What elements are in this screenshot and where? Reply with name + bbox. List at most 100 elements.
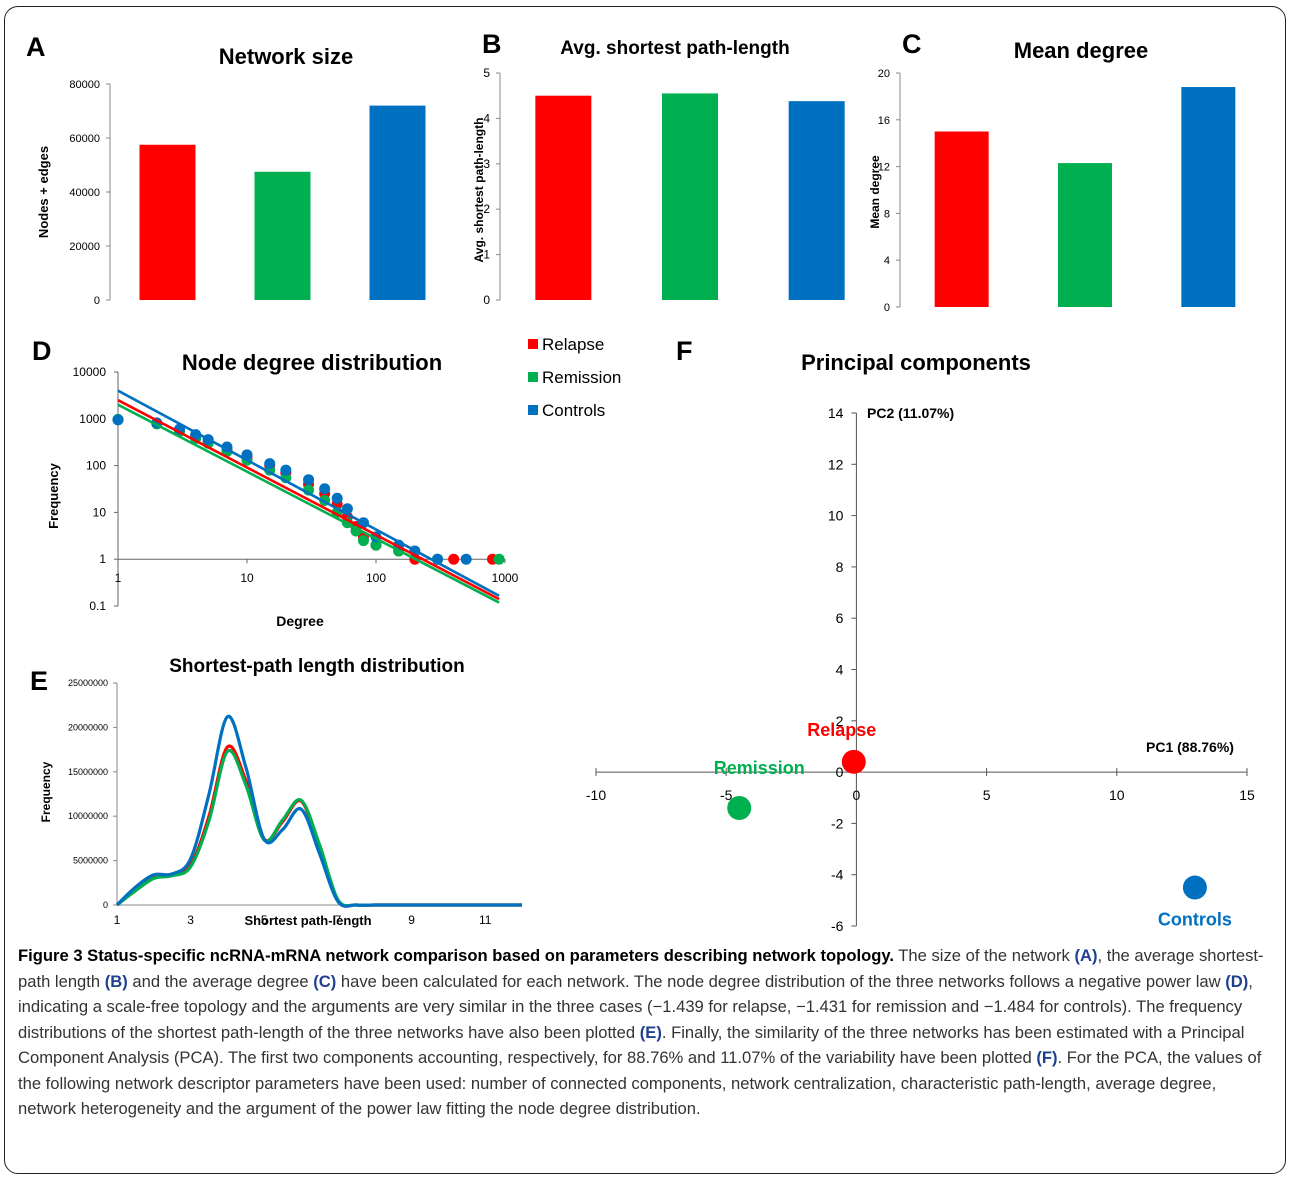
chart-a-ylabel: Nodes + edges (36, 146, 51, 238)
chart-a-ytick-label: 40000 (69, 187, 100, 199)
legend: Relapse Remission Controls (528, 335, 621, 420)
chart-f-ytick-label: -4 (831, 867, 844, 883)
chart-c-bar-relapse (934, 131, 989, 307)
panel-letter-d: D (32, 336, 52, 366)
figure-caption: Figure 3 Status-specific ncRNA-mRNA netw… (18, 943, 1276, 1122)
chart-e-ytick-label: 10000000 (68, 811, 108, 821)
chart-b-ytick-label: 0 (483, 293, 490, 307)
caption-ref-f: (F) (1036, 1048, 1058, 1067)
caption-text-2: , the average shortest-path length (18, 946, 1264, 991)
chart-e-xtick-label: 1 (114, 913, 121, 927)
chart-d-ytick-label: 1000 (79, 412, 106, 426)
chart-d-fit-line-controls (117, 389, 500, 597)
chart-f-xtick-label: -10 (586, 787, 606, 803)
chart-d-ylabel: Frequency (46, 462, 61, 529)
chart-d-point-remission (370, 539, 382, 551)
legend-swatch-relapse (528, 339, 538, 349)
caption-text-7: . For the PCA, the values of the followi… (18, 1048, 1262, 1118)
chart-a-ytick-label: 20000 (69, 241, 100, 253)
caption-heading: Figure 3 Status-specific ncRNA-mRNA netw… (18, 946, 894, 965)
legend-label-relapse: Relapse (542, 335, 604, 354)
chart-d-point-controls (319, 483, 331, 495)
chart-d-ytick-label: 100 (86, 459, 106, 473)
chart-f-title: Principal components (801, 350, 1031, 375)
chart-c-ytick-label: 8 (884, 208, 890, 220)
chart-a-title: Network size (219, 44, 354, 69)
chart-f-point-label-relapse: Relapse (807, 720, 876, 740)
chart-e-xtick-label: 5 (261, 913, 268, 927)
chart-e-xtick-label: 9 (408, 913, 415, 927)
chart-f-ytick-label: 10 (828, 508, 844, 524)
panel-letter-c: C (902, 29, 922, 59)
chart-b-ylabel: Avg. shortest path-length (472, 118, 486, 263)
chart-e-line-remission (116, 748, 522, 908)
chart-f-ytick-label: -6 (831, 918, 844, 934)
panel-letter-f: F (676, 336, 693, 366)
chart-d-title: Node degree distribution (182, 350, 442, 375)
panel-letter-e: E (30, 666, 48, 696)
chart-d-xtick-label: 1000 (492, 571, 519, 585)
chart-d-point-controls (264, 458, 276, 470)
chart-a-bar-relapse (139, 144, 196, 300)
chart-d-xtick-label: 1 (115, 571, 122, 585)
chart-b-ytick-label: 4 (483, 111, 490, 125)
chart-f-xtick-label: -5 (720, 787, 733, 803)
legend-swatch-controls (528, 405, 538, 415)
chart-f-xtick-label: 0 (853, 787, 861, 803)
chart-e-ytick-label: 0 (103, 900, 108, 910)
chart-e-ytick-label: 5000000 (73, 856, 108, 866)
chart-b-ytick-label: 5 (483, 66, 490, 80)
caption-text-5: , indicating a scale-free topology and t… (18, 971, 1253, 1042)
chart-a-ytick-label: 0 (94, 295, 100, 307)
chart-d-point-relapse (448, 553, 460, 565)
panel-letter-a: A (26, 32, 46, 62)
chart-f-xlabel: PC1 (88.76%) (1146, 739, 1234, 755)
chart-e-title: Shortest-path length distribution (169, 656, 465, 677)
chart-e-line-controls (115, 715, 522, 908)
chart-d-ytick-label: 10000 (73, 365, 107, 379)
chart-f-point-relapse (841, 749, 866, 774)
chart-e-xlabel: Shortest path-length (244, 913, 371, 928)
chart-e-ytick-label: 25000000 (68, 678, 108, 688)
chart-d-ytick-label: 1 (99, 552, 106, 566)
legend-label-controls: Controls (542, 401, 605, 420)
caption-text-3: and the average degree (127, 971, 314, 991)
chart-d-point-controls (112, 414, 124, 426)
chart-d-ytick-label: 0.1 (89, 599, 106, 613)
chart-e-xtick-label: 3 (187, 913, 194, 927)
chart-d-point-controls (331, 492, 343, 504)
chart-f-ytick-label: 12 (828, 456, 844, 472)
legend-label-remission: Remission (542, 368, 621, 387)
chart-d-ytick-label: 10 (93, 505, 107, 519)
chart-d-xtick-label: 100 (366, 571, 386, 585)
chart-d-point-controls (303, 474, 315, 486)
chart-e-line-relapse (115, 744, 522, 908)
chart-c-ytick-label: 4 (884, 255, 890, 267)
chart-c-ytick-label: 20 (878, 68, 890, 80)
figure-panels: A B C D E F Network size Avg. shortest p… (26, 29, 1255, 934)
chart-f-ytick-label: 8 (836, 559, 844, 575)
chart-c-ytick-label: 16 (878, 115, 890, 127)
chart-e-ytick-label: 15000000 (68, 767, 108, 777)
caption-text-1: The size of the network (893, 946, 1075, 965)
chart-f-ylabel: PC2 (11.07%) (867, 405, 954, 421)
chart-d-xtick-label: 10 (240, 571, 254, 585)
chart-b-ytick-label: 3 (483, 157, 490, 171)
chart-e-ylabel: Frequency (39, 761, 53, 822)
chart-d-point-remission (357, 535, 369, 547)
chart-f-point-remission (727, 796, 752, 821)
legend-swatch-remission (528, 372, 538, 382)
figure-frame (4, 6, 1286, 1174)
chart-b-bar-relapse (535, 95, 592, 300)
chart-d-point-remission (493, 553, 505, 565)
chart-f-xtick-label: 15 (1239, 787, 1255, 803)
chart-b-title: Avg. shortest path-length (560, 38, 789, 59)
caption-ref-e: (E) (639, 1022, 662, 1042)
chart-f-ytick-label: -2 (831, 815, 844, 831)
chart-f-xtick-label: 5 (983, 787, 991, 803)
caption-text-4: have been calculated for each network. T… (336, 971, 1226, 991)
chart-a-ytick-label: 60000 (69, 133, 100, 145)
caption-text-6: . Finally, the similarity of the three n… (18, 1022, 1245, 1068)
chart-f-point-label-controls: Controls (1158, 910, 1232, 930)
chart-c-bar-controls (1181, 87, 1236, 307)
